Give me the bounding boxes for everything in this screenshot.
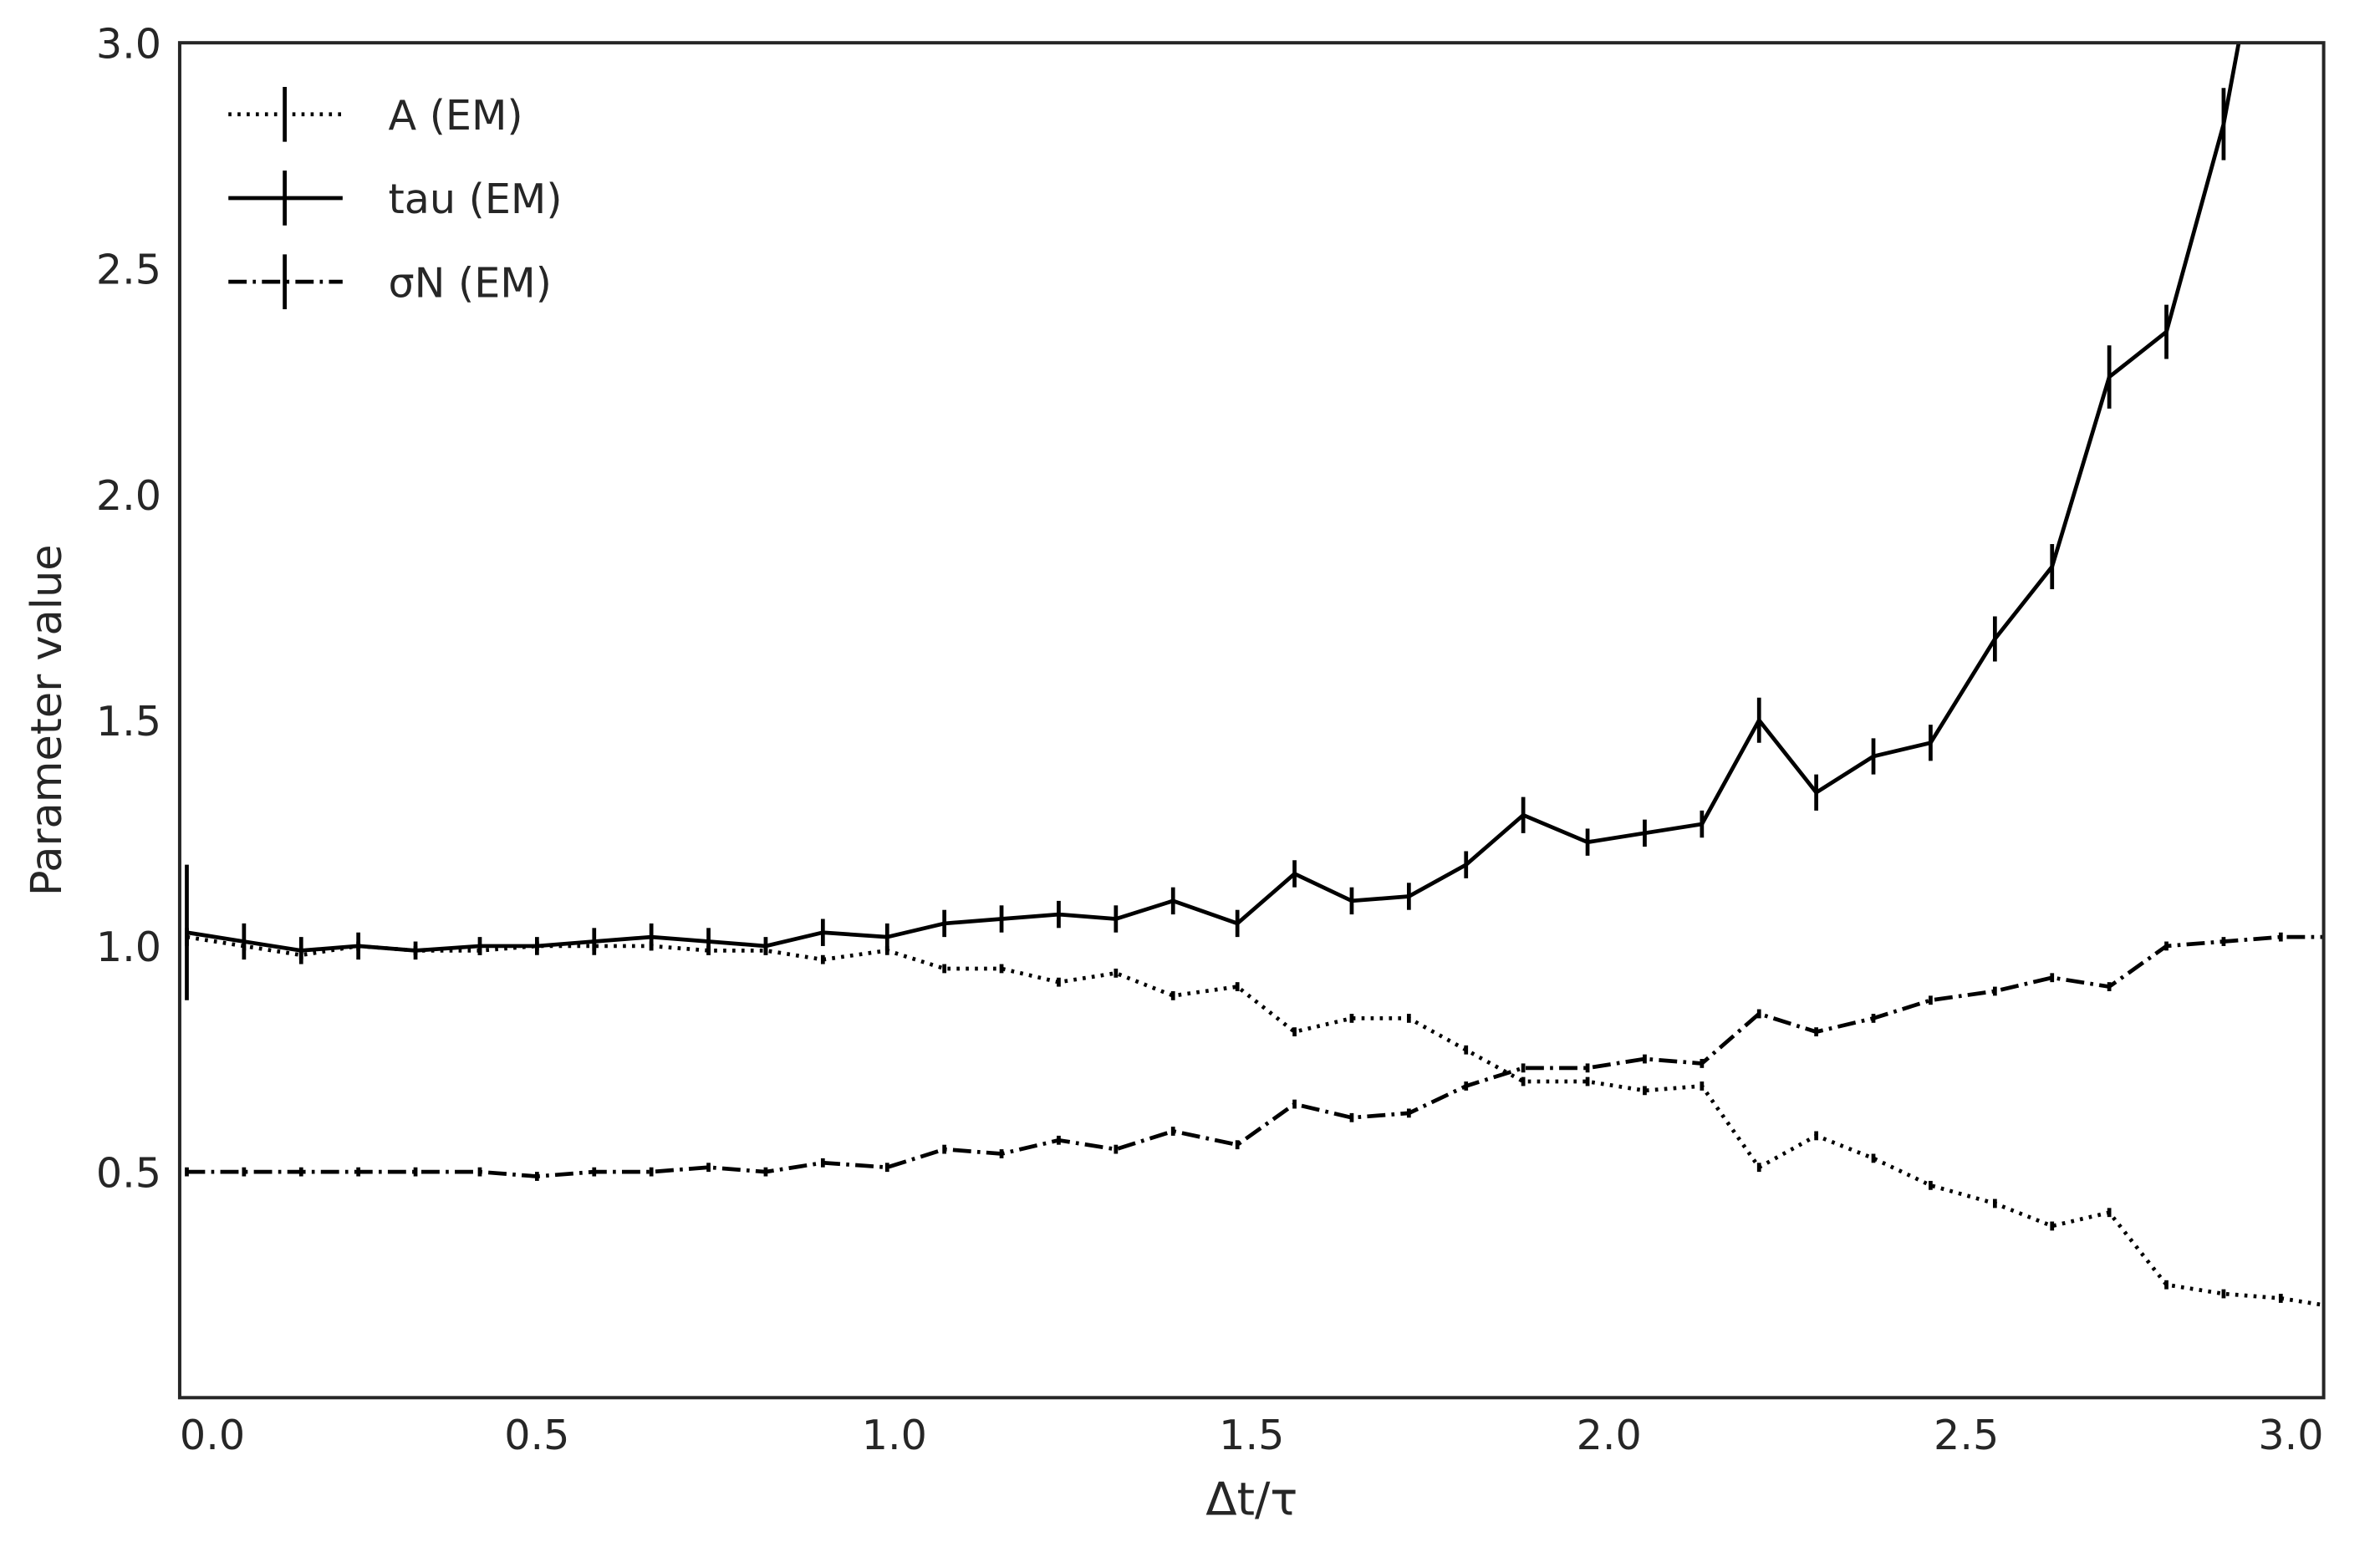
x-axis-label: Δt/τ <box>1205 1473 1297 1526</box>
y-tick-label: 0.5 <box>96 1148 161 1197</box>
x-tick-label: 1.5 <box>1219 1411 1284 1459</box>
y-tick-label: 1.0 <box>96 923 161 971</box>
series-line <box>186 43 2241 953</box>
x-tick-label: 3.0 <box>2258 1411 2323 1459</box>
x-tick-label: 2.5 <box>1934 1411 1999 1459</box>
legend-label: σN (EM) <box>388 258 551 307</box>
y-tick-label: 1.5 <box>96 697 161 746</box>
y-tick-label: 2.0 <box>96 471 161 520</box>
y-axis-label: Parameter value <box>23 544 72 896</box>
x-tick-label: 2.0 <box>1577 1411 1642 1459</box>
plot-area <box>185 43 2324 1307</box>
x-tick-label: 0.0 <box>180 1411 245 1459</box>
series-line <box>186 934 2324 1178</box>
x-tick-label: 0.5 <box>504 1411 569 1459</box>
legend-label: A (EM) <box>388 91 522 140</box>
axes-frame <box>177 41 2326 1400</box>
y-tick-label: 3.0 <box>96 19 161 68</box>
x-tick-label: 1.0 <box>862 1411 927 1459</box>
y-tick-label: 2.5 <box>96 246 161 294</box>
legend-label: tau (EM) <box>388 175 562 223</box>
